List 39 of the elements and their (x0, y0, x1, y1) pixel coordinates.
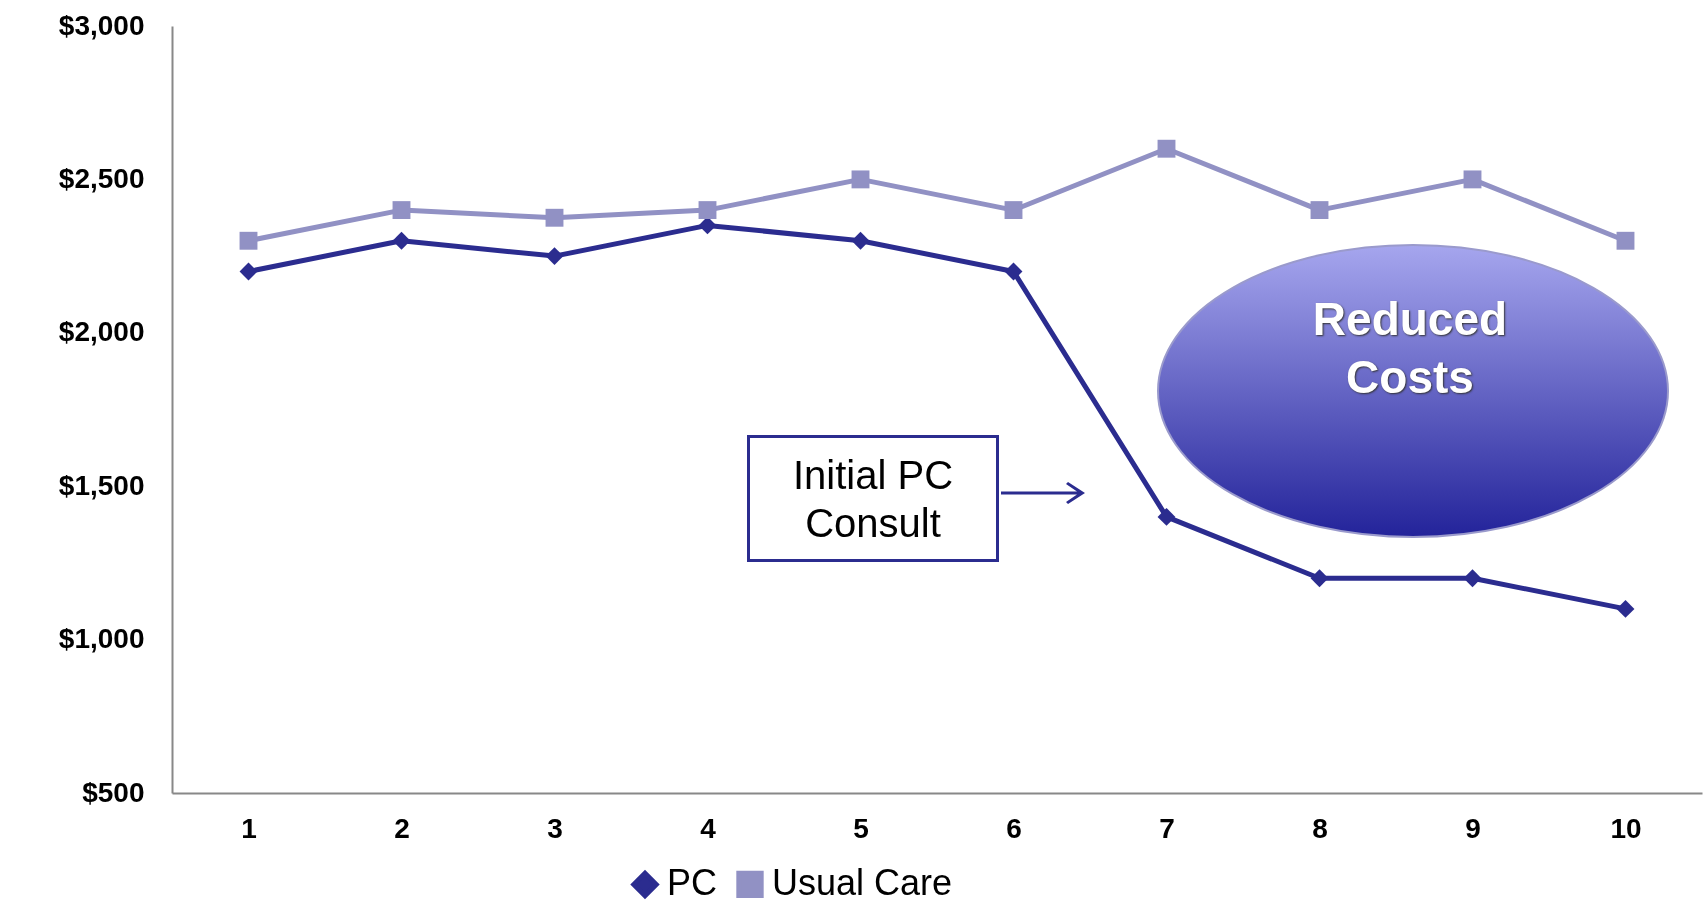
y-tick-label: $1,000 (58, 623, 145, 655)
point (392, 231, 411, 250)
point (1463, 569, 1482, 588)
point (851, 231, 870, 250)
point (698, 201, 717, 220)
point (1310, 569, 1329, 588)
y-tick-label: $500 (82, 776, 145, 808)
x-tick-label: 10 (1610, 812, 1642, 844)
x-tick-label: 6 (1006, 812, 1022, 844)
y-tick-label: $2,000 (58, 316, 145, 348)
x-tick-label: 4 (700, 812, 717, 844)
x-tick-label: 9 (1465, 812, 1481, 844)
annotation: Initial PC Consult (747, 435, 999, 562)
point (239, 231, 258, 250)
point (239, 262, 258, 281)
point (545, 208, 564, 227)
point (1157, 139, 1176, 158)
point (1004, 262, 1023, 281)
point (1463, 170, 1482, 189)
point (392, 201, 411, 220)
x-tick-label: 3 (547, 812, 563, 844)
y-tick-label: $3,000 (58, 9, 145, 41)
x-tick-label: 7 (1159, 812, 1175, 844)
x-tick-label: 5 (853, 812, 869, 844)
point (1157, 507, 1176, 526)
y-tick-label: $2,500 (58, 162, 145, 194)
x-tick-label: 8 (1312, 812, 1328, 844)
point (1616, 231, 1635, 250)
point (851, 170, 870, 189)
point (545, 247, 564, 266)
legend-label: Usual Care (772, 862, 953, 904)
point (1310, 201, 1329, 220)
annotation: Reduced Costs (1311, 292, 1509, 405)
legend-label: PC (667, 862, 718, 904)
point (1004, 201, 1023, 220)
y-tick-label: $1,500 (58, 469, 145, 501)
point (1616, 599, 1635, 618)
x-tick-label: 1 (241, 812, 257, 844)
x-tick-label: 2 (394, 812, 410, 844)
